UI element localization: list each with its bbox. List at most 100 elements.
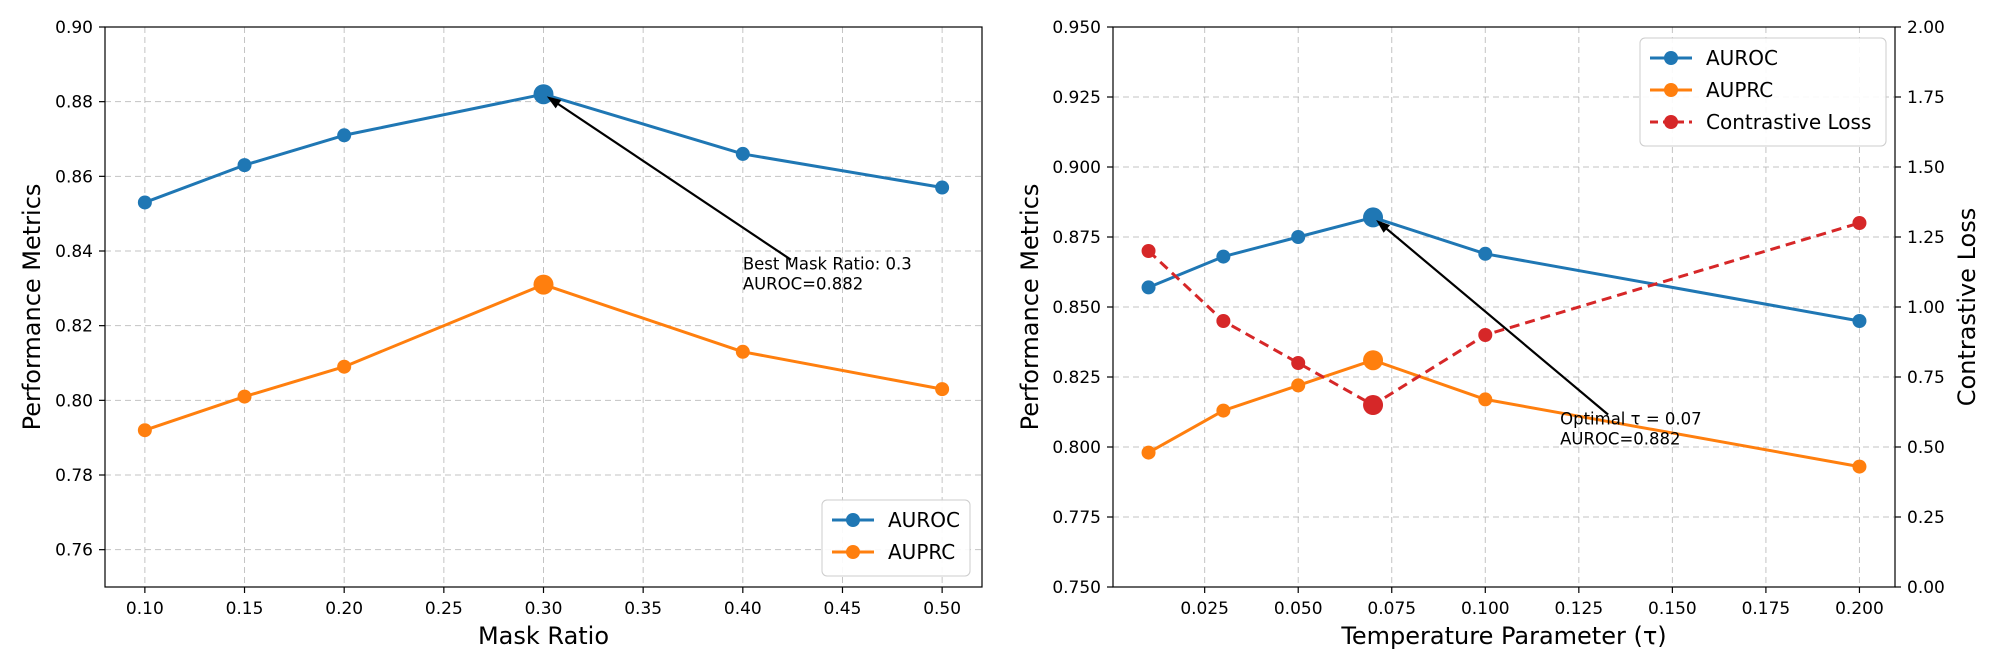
y-tick-label: 0.775 — [1052, 508, 1101, 528]
legend-box — [1639, 37, 1887, 147]
y-tick-label: 0.925 — [1052, 88, 1101, 108]
data-point — [533, 84, 554, 105]
x-axis-label: Mask Ratio — [478, 622, 609, 650]
series-line-auroc — [1147, 215, 1860, 323]
data-point — [735, 344, 750, 359]
data-point — [1852, 459, 1867, 474]
y2-axis-label: Contrastive Loss — [1953, 208, 1981, 406]
series-line-auroc — [144, 92, 943, 204]
data-point — [337, 128, 352, 143]
series-line-contrastive-loss — [1147, 221, 1860, 407]
annotation-arrowhead — [546, 96, 562, 109]
y-tick-label: 0.88 — [55, 93, 93, 113]
x-tick-label: 0.10 — [126, 599, 164, 619]
data-point — [1141, 244, 1156, 258]
y-tick-label: 0.825 — [1052, 368, 1101, 388]
x-tick-label: 0.100 — [1461, 599, 1510, 619]
x-tick-label: 0.40 — [724, 599, 762, 619]
x-tick-label: 0.025 — [1180, 599, 1229, 619]
y2-tick-label: 0.50 — [1907, 438, 1945, 458]
y2-tick-label: 1.50 — [1907, 158, 1945, 178]
y-tick-label: 0.82 — [55, 317, 93, 337]
chart-mask-ratio: 0.10 0.15 0.20 0.25 0.30 0.35 0.40 0.45 0.50 0.76… — [18, 18, 983, 650]
data-point — [935, 180, 950, 195]
data-point — [137, 195, 152, 210]
x-tick-label: 0.15 — [226, 599, 264, 619]
plot-frame — [1112, 26, 1896, 588]
y2-tick-label: 2.00 — [1907, 18, 1945, 38]
y-tick-label: 0.76 — [55, 541, 93, 561]
data-point — [1363, 395, 1384, 415]
x-tick-label: 0.30 — [525, 599, 563, 619]
x-tick-label: 0.150 — [1648, 599, 1697, 619]
y-tick-label: 0.950 — [1052, 18, 1101, 38]
y-tick-label: 0.80 — [55, 391, 93, 411]
legend-swatch-marker — [846, 513, 860, 527]
y2-tick-label: 1.00 — [1907, 298, 1945, 318]
annotation-arrow — [1381, 224, 1609, 416]
data-point — [1852, 216, 1867, 230]
x-tick-label: 0.050 — [1274, 599, 1323, 619]
annotation-text: AUROC=0.882 — [743, 275, 863, 294]
x-tick-label: 0.45 — [824, 599, 862, 619]
y-tick-label: 0.900 — [1052, 158, 1101, 178]
data-point — [237, 158, 252, 173]
data-point — [935, 382, 950, 397]
data-point — [337, 359, 352, 374]
data-point — [1478, 328, 1493, 342]
data-point — [1291, 356, 1306, 370]
y-tick-label: 0.850 — [1052, 298, 1101, 318]
x-tick-label: 0.35 — [624, 599, 662, 619]
y-tick-label: 0.90 — [55, 18, 93, 38]
y-tick-label: 0.78 — [55, 466, 93, 486]
x-axis-label: Temperature Parameter (τ) — [1340, 622, 1666, 650]
y-tick-label: 0.86 — [55, 167, 93, 187]
data-point — [1141, 445, 1156, 460]
y2-tick-label: 0.25 — [1907, 508, 1945, 528]
legend-swatch-marker — [1664, 83, 1678, 97]
annotation-arrowhead — [1376, 219, 1391, 233]
y-tick-label: 0.875 — [1052, 228, 1101, 248]
data-point — [1291, 378, 1306, 393]
x-tick-label: 0.25 — [425, 599, 463, 619]
series-line-auprc — [1147, 358, 1860, 469]
data-point — [533, 274, 554, 295]
x-tick-label: 0.075 — [1367, 599, 1416, 619]
legend-swatch-marker — [1664, 115, 1678, 129]
annotation-text: Optimal τ = 0.07 — [1560, 410, 1702, 429]
y2-tick-label: 0.00 — [1907, 578, 1945, 598]
y2-tick-label: 1.75 — [1907, 88, 1945, 108]
x-tick-label: 0.200 — [1835, 599, 1884, 619]
data-point — [1478, 246, 1493, 261]
y-tick-label: 0.800 — [1052, 438, 1101, 458]
x-tick-label: 0.125 — [1554, 599, 1603, 619]
legend-label: AUPRC — [1706, 78, 1773, 102]
legend-swatch-marker — [846, 545, 860, 559]
y2-tick-label: 1.25 — [1907, 228, 1945, 248]
y-tick-label: 0.84 — [55, 242, 93, 262]
series-line-auprc — [144, 283, 943, 432]
data-point — [1363, 350, 1384, 371]
y2-tick-label: 0.75 — [1907, 368, 1945, 388]
data-point — [1216, 314, 1231, 328]
annotation-arrow — [552, 99, 792, 261]
legend-label: AUPRC — [888, 540, 955, 564]
legend-label: AUROC — [1706, 46, 1778, 70]
x-tick-label: 0.175 — [1742, 599, 1791, 619]
legend-swatch-marker — [1664, 51, 1678, 65]
data-point — [1852, 314, 1867, 328]
x-tick-label: 0.20 — [325, 599, 363, 619]
chart-temperature: 0.025 0.050 0.075 0.100 0.125 0.150 0.175 0.200… — [1016, 18, 1981, 650]
annotation-text: Best Mask Ratio: 0.3 — [743, 255, 912, 274]
data-point — [1478, 392, 1493, 407]
data-point — [237, 389, 252, 404]
data-point — [1216, 403, 1231, 418]
data-point — [1141, 280, 1156, 295]
legend-label: AUROC — [888, 508, 960, 532]
x-tick-label: 0.50 — [923, 599, 961, 619]
data-point — [137, 423, 152, 438]
data-point — [735, 146, 750, 161]
y-axis-label: Performance Metrics — [18, 184, 46, 431]
data-point — [1291, 230, 1306, 244]
